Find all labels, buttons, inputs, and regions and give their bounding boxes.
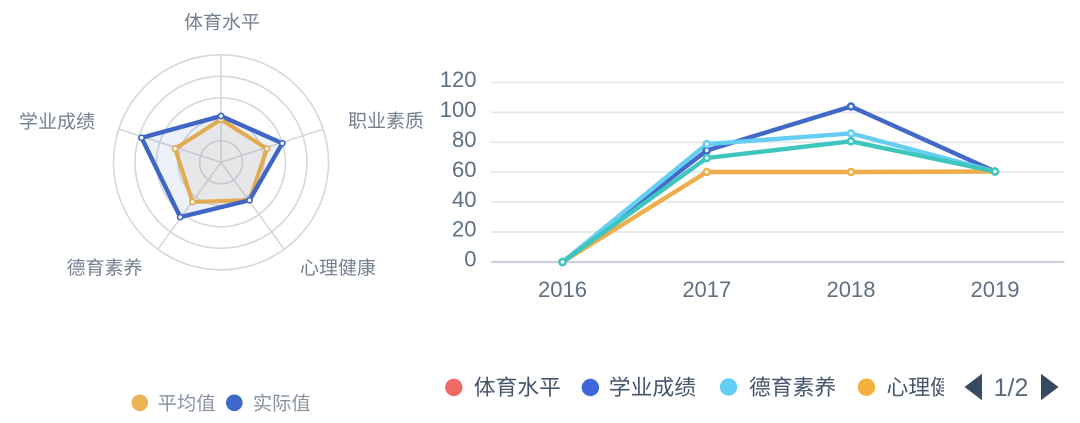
svg-text:2017: 2017 (682, 277, 731, 302)
svg-text:0: 0 (464, 247, 476, 272)
svg-text:20: 20 (452, 217, 476, 242)
svg-text:80: 80 (452, 127, 476, 152)
svg-text:2016: 2016 (538, 277, 587, 302)
svg-text:120: 120 (440, 67, 477, 92)
svg-text:100: 100 (440, 97, 477, 122)
svg-text:2018: 2018 (827, 277, 876, 302)
svg-text:40: 40 (452, 187, 476, 212)
svg-text:1/2: 1/2 (994, 374, 1029, 402)
svg-text:2019: 2019 (971, 277, 1020, 302)
svg-text:60: 60 (452, 157, 476, 182)
